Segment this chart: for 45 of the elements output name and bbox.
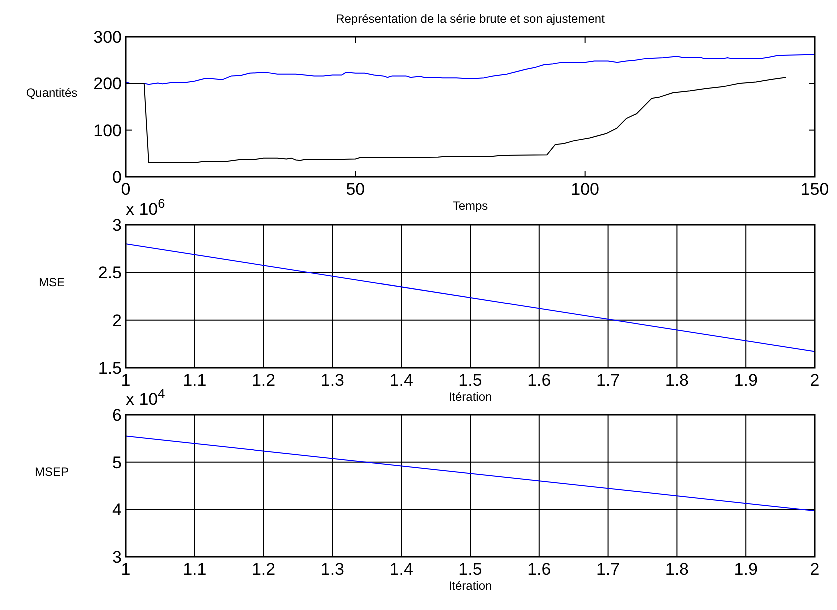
x-axis-title: Itération <box>448 579 492 593</box>
y-tick-label: 6 <box>112 406 122 425</box>
x-tick-label: 1 <box>121 560 131 579</box>
y-tick-label: 300 <box>94 28 122 47</box>
x-tick-label: 150 <box>800 180 830 199</box>
x-tick-label: 1.2 <box>252 371 276 390</box>
x-tick-label: 1.5 <box>458 371 482 390</box>
x-tick-label: 1.1 <box>183 371 207 390</box>
x-tick-label: 2 <box>810 371 820 390</box>
y-axis-title: Quantités <box>26 86 78 100</box>
chart-title: Représentation de la série brute et son ajustement <box>336 12 606 26</box>
y-tick-label: 100 <box>94 121 122 140</box>
x-tick-label: 1.7 <box>596 371 620 390</box>
y-axis-title: MSE <box>38 276 66 290</box>
x-tick-label: 50 <box>346 180 366 199</box>
x-tick-label: 1.7 <box>596 560 620 579</box>
y-tick-label: 4 <box>112 500 122 520</box>
y-tick-label: 3 <box>112 548 122 567</box>
x-tick-label: 1.9 <box>734 371 758 390</box>
x-tick-label: 1.8 <box>665 560 690 579</box>
y-tick-label: 5 <box>112 453 122 472</box>
x-axis-title: Temps <box>452 199 488 213</box>
x-tick-label: 1.9 <box>734 560 758 579</box>
y-axis-title: MSEP <box>34 465 70 479</box>
x-tick-label: 1.1 <box>183 560 207 579</box>
y-tick-label: 2 <box>112 311 122 330</box>
y-tick-label: 1.5 <box>98 359 122 378</box>
x-tick-label: 1.4 <box>390 371 414 390</box>
y-tick-label: 0 <box>112 168 122 187</box>
x-tick-label: 1.8 <box>665 371 690 390</box>
x-tick-label: 1.6 <box>528 560 552 579</box>
y-tick-label: 2.5 <box>98 264 122 283</box>
x-tick-label: 1.3 <box>320 371 345 390</box>
x-tick-label: 1.5 <box>458 560 482 579</box>
text: x 10$^{6}$ <box>126 196 166 219</box>
x-tick-label: 100 <box>571 180 600 199</box>
y-tick-label: 3 <box>112 216 122 235</box>
x-tick-label: 2 <box>810 560 820 579</box>
x-tick-label: 1.4 <box>390 560 414 579</box>
line-series <box>126 54 816 86</box>
x-tick-label: 1.3 <box>320 560 345 579</box>
x-tick-label: 1.2 <box>252 560 276 579</box>
x-tick-label: 1.6 <box>528 371 552 390</box>
y-tick-label: 200 <box>94 74 122 94</box>
x-axis-title: Itération <box>448 390 492 404</box>
